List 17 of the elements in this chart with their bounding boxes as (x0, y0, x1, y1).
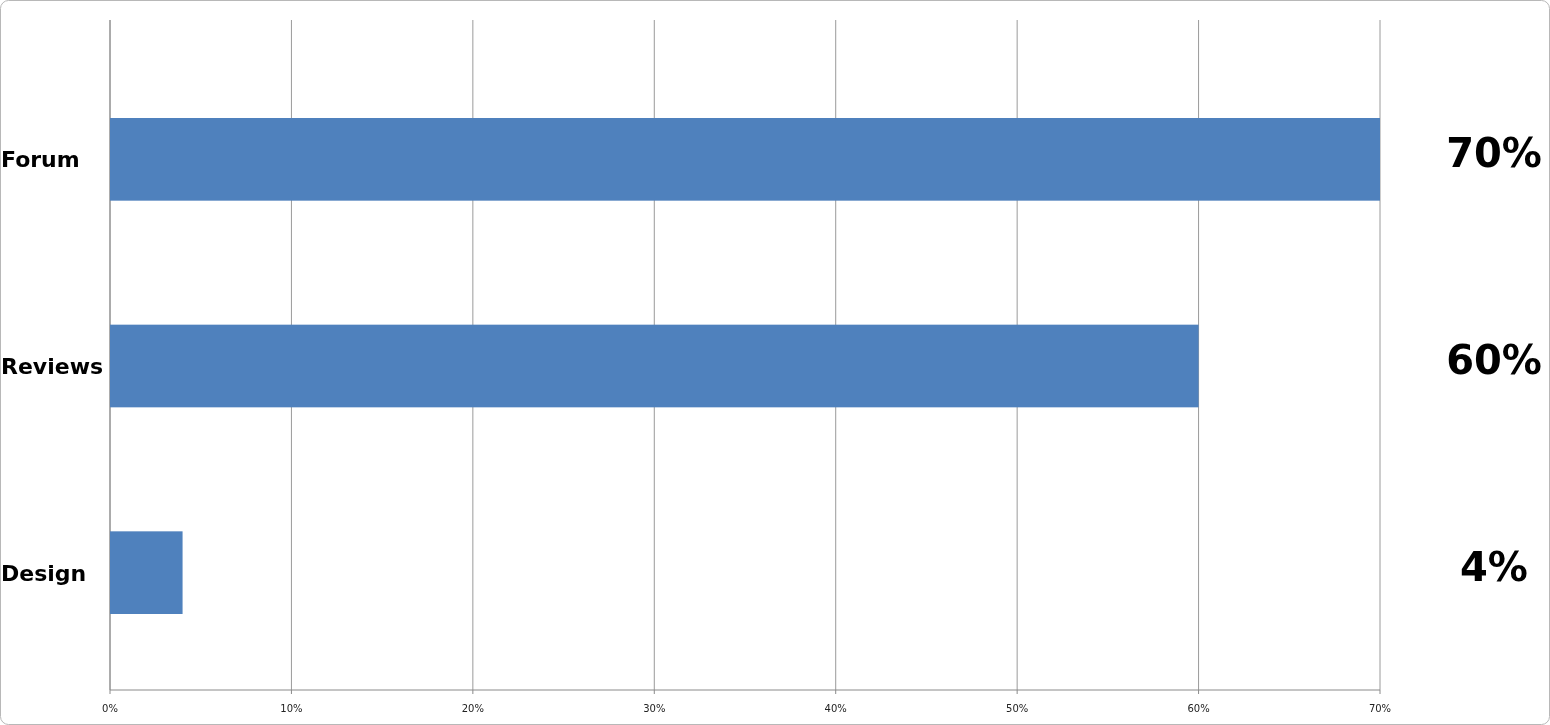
x-tick-label: 50% (1006, 703, 1029, 714)
bar (110, 118, 1380, 201)
x-tick-label: 10% (280, 703, 303, 714)
data-label: 70% (1446, 130, 1542, 177)
x-tick-label: 20% (461, 703, 484, 714)
data-label: 60% (1446, 337, 1542, 383)
bar (110, 324, 1199, 408)
x-tick-label: 60% (1187, 703, 1210, 714)
x-tick-label: 40% (824, 703, 847, 714)
x-tick-label: 30% (643, 703, 666, 714)
y-tick-label: Design (1, 560, 87, 586)
x-tick-label: 0% (102, 703, 118, 714)
x-tick-label: 70% (1368, 703, 1392, 714)
bar (110, 531, 183, 614)
y-tick-label: Reviews (1, 354, 104, 379)
data-label: 4% (1460, 543, 1528, 590)
y-tick-label: Forum (1, 147, 80, 173)
